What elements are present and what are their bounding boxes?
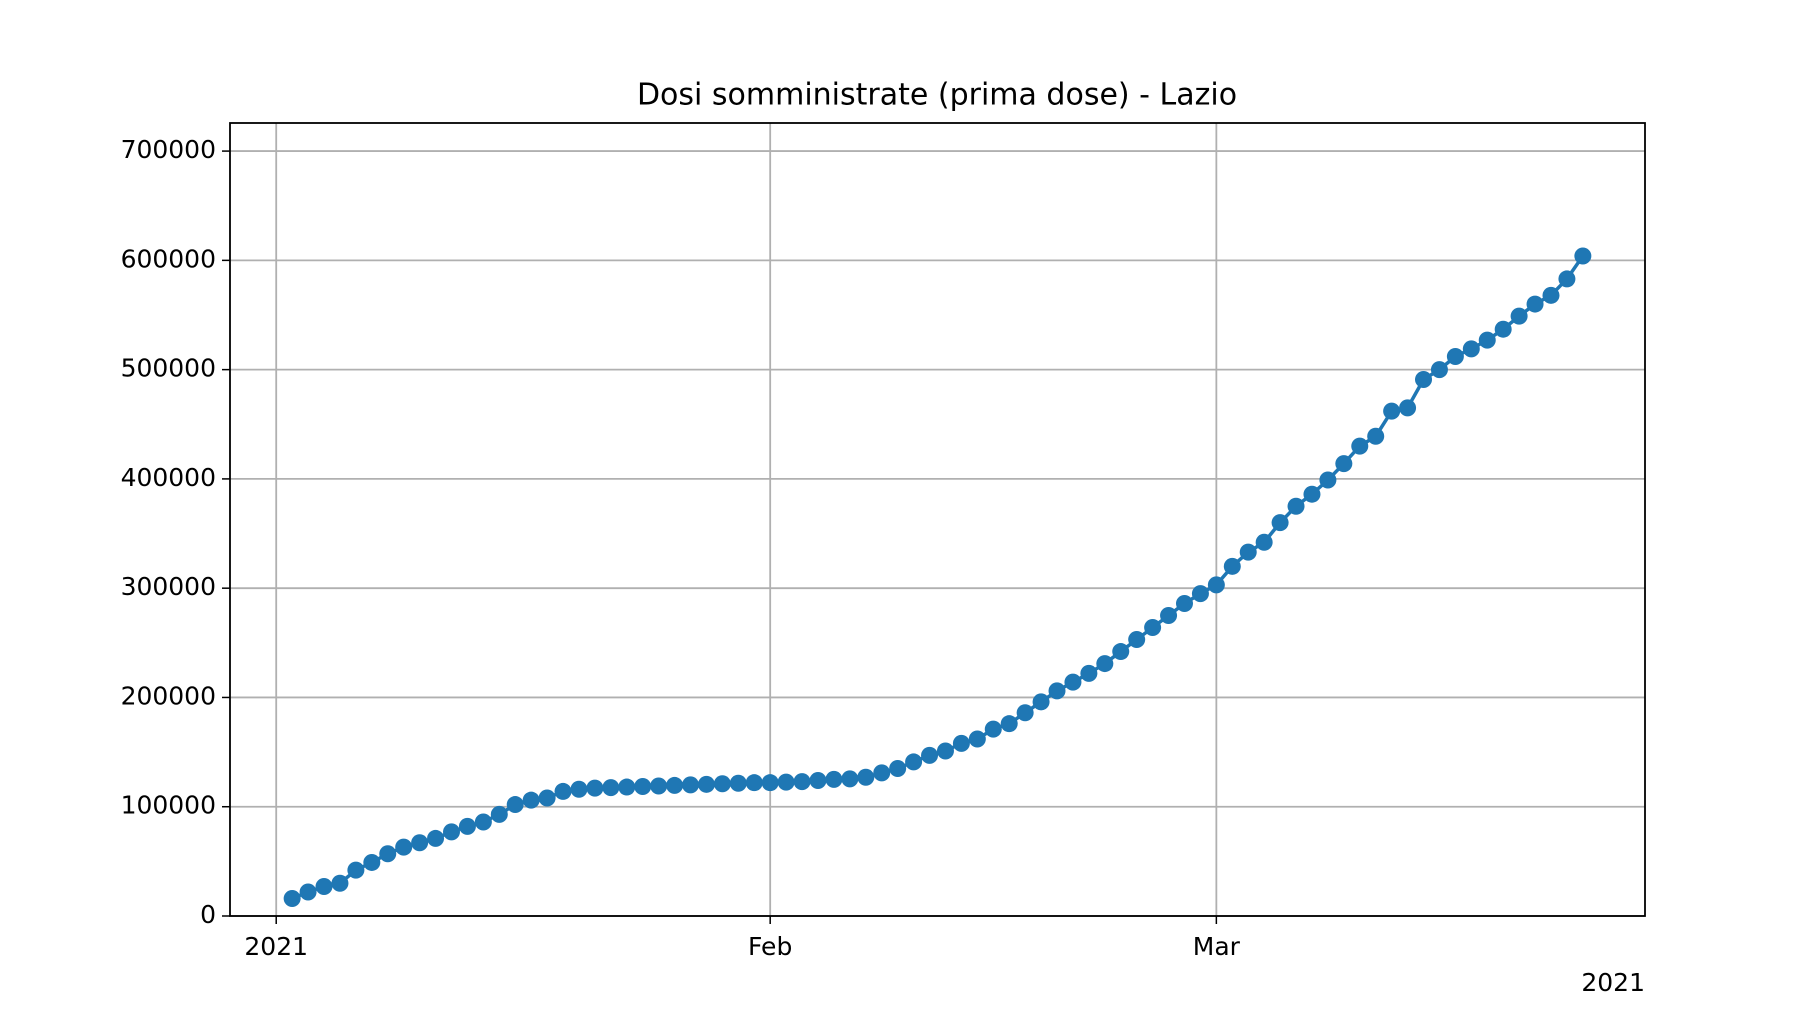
data-point [666, 776, 684, 794]
x-offset-label: 2021 [1581, 968, 1645, 997]
data-point [1430, 361, 1448, 379]
x-tick-label: Feb [748, 932, 792, 961]
data-point [490, 805, 508, 823]
data-point [442, 823, 460, 841]
data-point [570, 780, 588, 798]
data-point [809, 772, 827, 790]
data-point [682, 776, 700, 794]
data-point [506, 796, 524, 814]
data-point [1064, 673, 1082, 691]
y-tick-label: 300000 [121, 572, 216, 601]
data-point [1510, 307, 1528, 325]
data-point [905, 753, 923, 771]
data-point [538, 789, 556, 807]
data-point [474, 813, 492, 831]
data-point [857, 768, 875, 786]
data-point [522, 791, 540, 809]
data-point [1271, 514, 1289, 532]
data-point [1367, 427, 1385, 445]
data-point [1446, 348, 1464, 366]
data-point [1080, 664, 1098, 682]
y-tick-label: 0 [200, 900, 216, 929]
data-point [395, 838, 413, 856]
data-point [697, 775, 715, 793]
data-point [650, 777, 668, 795]
data-point [1096, 655, 1114, 673]
data-point [745, 774, 763, 792]
data-point [889, 759, 907, 777]
data-point [1287, 497, 1305, 515]
data-point [1032, 693, 1050, 711]
data-point [952, 734, 970, 752]
data-point [1399, 399, 1417, 417]
y-tick-label: 600000 [121, 244, 216, 273]
data-point [618, 778, 636, 796]
data-point [968, 730, 986, 748]
data-point [841, 770, 859, 788]
data-line [291, 254, 1585, 901]
data-point [1144, 619, 1162, 637]
data-point [793, 773, 811, 791]
data-point [1335, 455, 1353, 473]
data-point [1255, 533, 1273, 551]
data-point [1494, 320, 1512, 338]
data-point [1128, 631, 1146, 649]
data-point [1351, 437, 1369, 455]
data-point [331, 874, 349, 892]
data-point [1478, 331, 1496, 349]
data-point [761, 774, 779, 792]
data-point [777, 773, 795, 791]
data-point [1239, 543, 1257, 561]
plot-frame [229, 122, 1646, 917]
data-point [713, 775, 731, 793]
data-point [634, 778, 652, 796]
data-point [873, 764, 891, 782]
data-point [379, 845, 397, 863]
data-point [1000, 715, 1018, 733]
data-point [283, 890, 301, 908]
data-point [1160, 606, 1178, 624]
data-point [347, 861, 365, 879]
data-point [1526, 295, 1544, 313]
data-point [1191, 585, 1209, 603]
data-point [984, 720, 1002, 738]
data-point [363, 853, 381, 871]
chart-title: Dosi somministrate (prima dose) - Lazio [637, 78, 1237, 113]
y-tick-label: 500000 [121, 354, 216, 383]
y-tick-label: 200000 [121, 681, 216, 710]
data-point [1112, 643, 1130, 661]
data-point [458, 817, 476, 835]
data-point [1574, 247, 1592, 265]
y-tick-label: 700000 [121, 135, 216, 164]
data-point [1175, 594, 1193, 612]
data-point [729, 774, 747, 792]
x-tick-label: Mar [1193, 932, 1241, 961]
data-point [1223, 557, 1241, 575]
data-point [825, 770, 843, 788]
data-point [602, 779, 620, 797]
data-point [1303, 485, 1321, 503]
y-tick-label: 100000 [121, 791, 216, 820]
data-point [1319, 471, 1337, 489]
data-point [1415, 370, 1433, 388]
data-point [299, 883, 317, 901]
x-tick-label: 2021 [244, 932, 308, 961]
data-point [936, 742, 954, 760]
y-tick-label: 400000 [121, 463, 216, 492]
data-point [1462, 340, 1480, 358]
data-point [411, 834, 429, 852]
data-point [1558, 270, 1576, 288]
data-point [1048, 682, 1066, 700]
data-point [1207, 576, 1225, 594]
data-point [554, 782, 572, 800]
data-point [1383, 402, 1401, 420]
data-point [586, 779, 604, 797]
data-point [921, 746, 939, 764]
data-point [1016, 704, 1034, 722]
data-point [315, 877, 333, 895]
data-point [1542, 286, 1560, 304]
data-point [427, 829, 445, 847]
